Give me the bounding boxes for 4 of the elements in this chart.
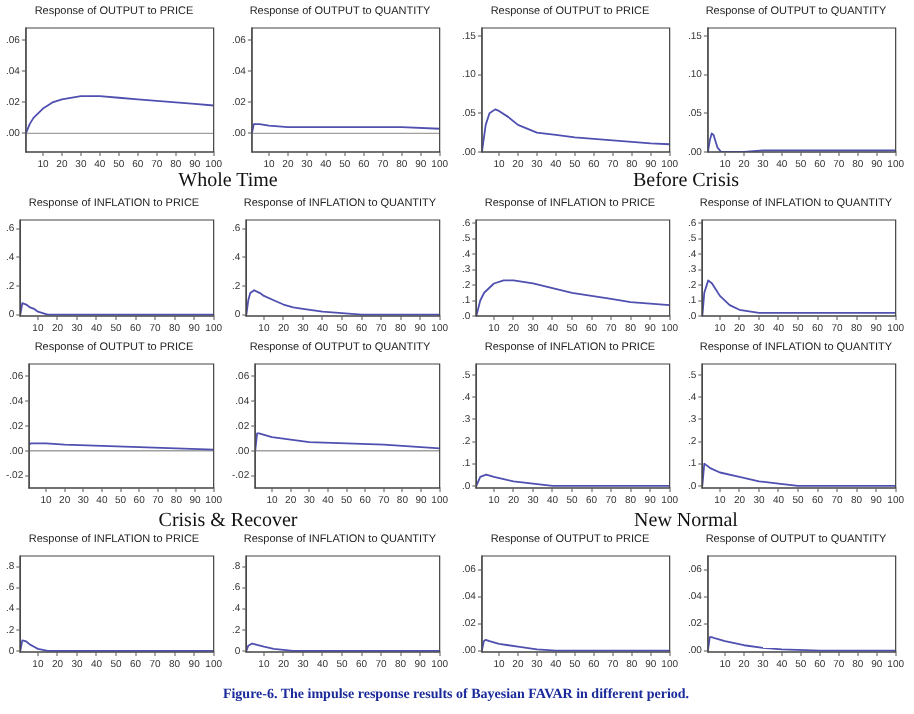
text: Before Crisis xyxy=(632,170,740,192)
text: New Normal xyxy=(634,510,738,532)
text: Crisis & Recover xyxy=(158,510,298,532)
text: Whole Time xyxy=(178,170,278,192)
